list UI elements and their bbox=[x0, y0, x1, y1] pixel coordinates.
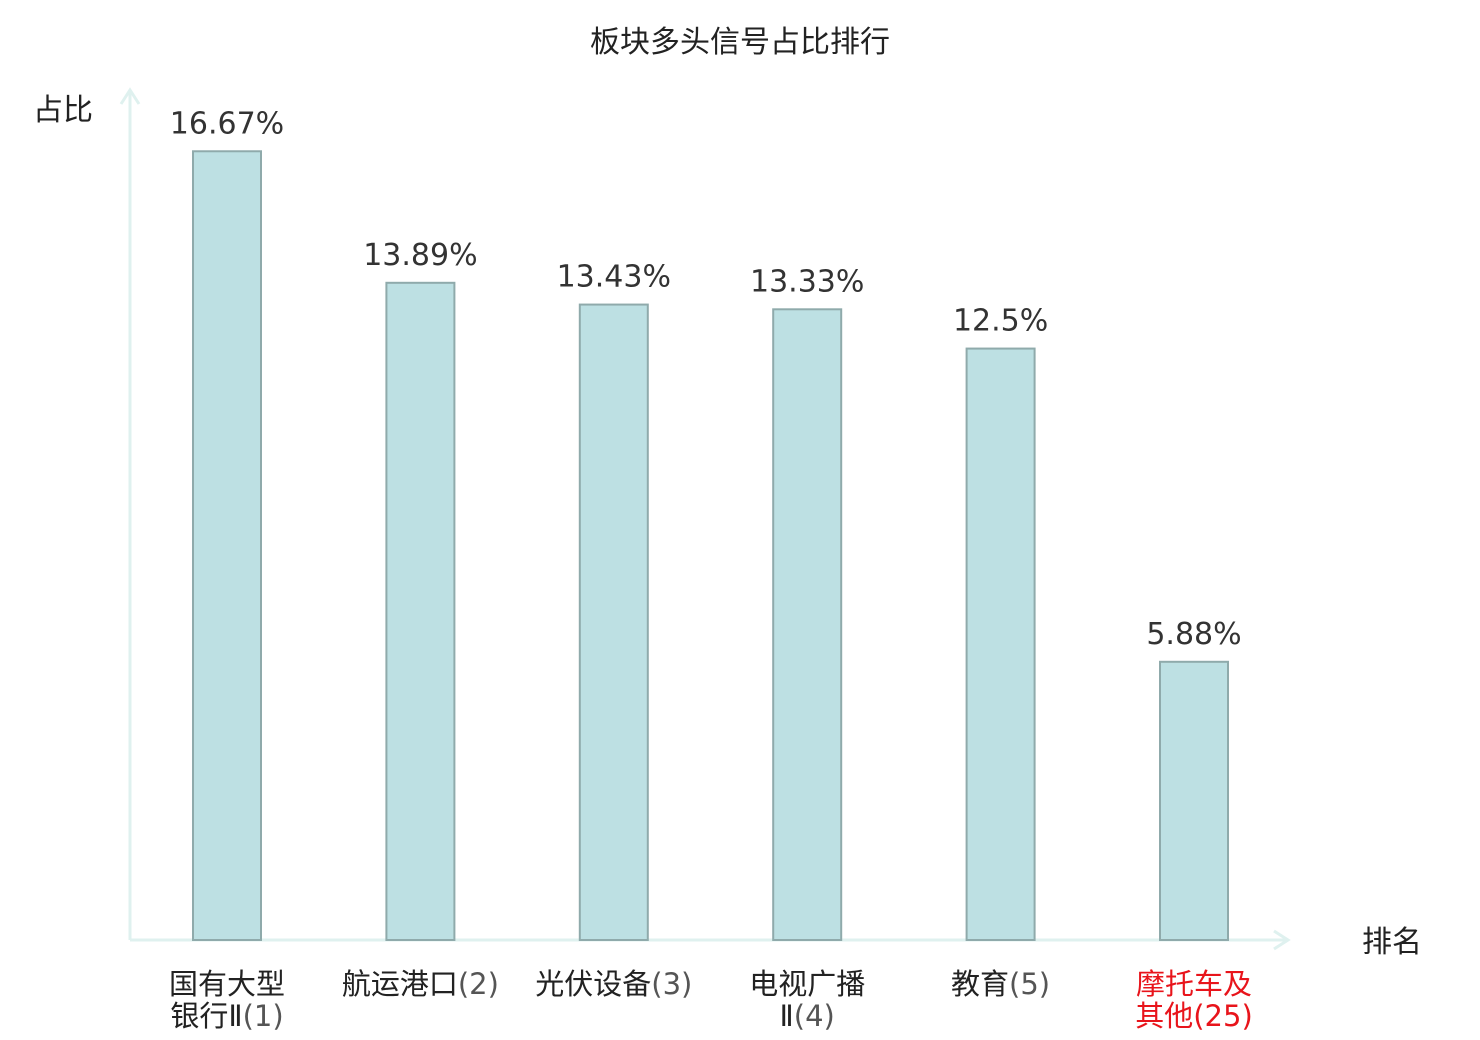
bar bbox=[578, 303, 649, 941]
axes bbox=[119, 87, 1291, 951]
y-axis-label: 占比 bbox=[33, 93, 93, 128]
y-axis-arrow bbox=[119, 87, 141, 105]
bar bbox=[772, 308, 843, 941]
data-label: 12.5% bbox=[953, 304, 1048, 339]
x-tick-label: 航运港口(2) bbox=[342, 967, 499, 1001]
value-labels: 16.67% 13.89% 13.43% 13.33% 12.5% 5.88% bbox=[170, 106, 1242, 652]
x-axis-label: 排名 bbox=[1362, 925, 1422, 960]
x-tick-label: 电视广播 Ⅱ(4) bbox=[749, 967, 865, 1033]
data-label: 13.43% bbox=[557, 260, 671, 295]
bar bbox=[192, 150, 262, 941]
x-tick-label: 摩托车及其他(25) bbox=[1135, 967, 1253, 1033]
category-labels: 国有大型银行Ⅱ(1) 航运港口(2) 光伏设备(3) 电视广播 Ⅱ(4) 教育(5) 摩托车… bbox=[169, 967, 1253, 1033]
data-label: 13.89% bbox=[363, 238, 477, 273]
data-label: 5.88% bbox=[1146, 617, 1241, 652]
x-tick-label: 教育(5) bbox=[951, 967, 1050, 1001]
bar bbox=[965, 347, 1036, 942]
bar bbox=[1159, 660, 1229, 941]
x-axis-arrow bbox=[1273, 929, 1291, 951]
x-tick-label: 国有大型银行Ⅱ(1) bbox=[169, 967, 285, 1033]
chart-title: 板块多头信号占比排行 bbox=[590, 25, 890, 60]
bars bbox=[192, 150, 1229, 942]
x-tick-label: 光伏设备(3) bbox=[535, 967, 692, 1001]
data-label: 13.33% bbox=[750, 264, 864, 299]
data-label: 16.67% bbox=[170, 106, 284, 141]
bar bbox=[385, 281, 456, 941]
